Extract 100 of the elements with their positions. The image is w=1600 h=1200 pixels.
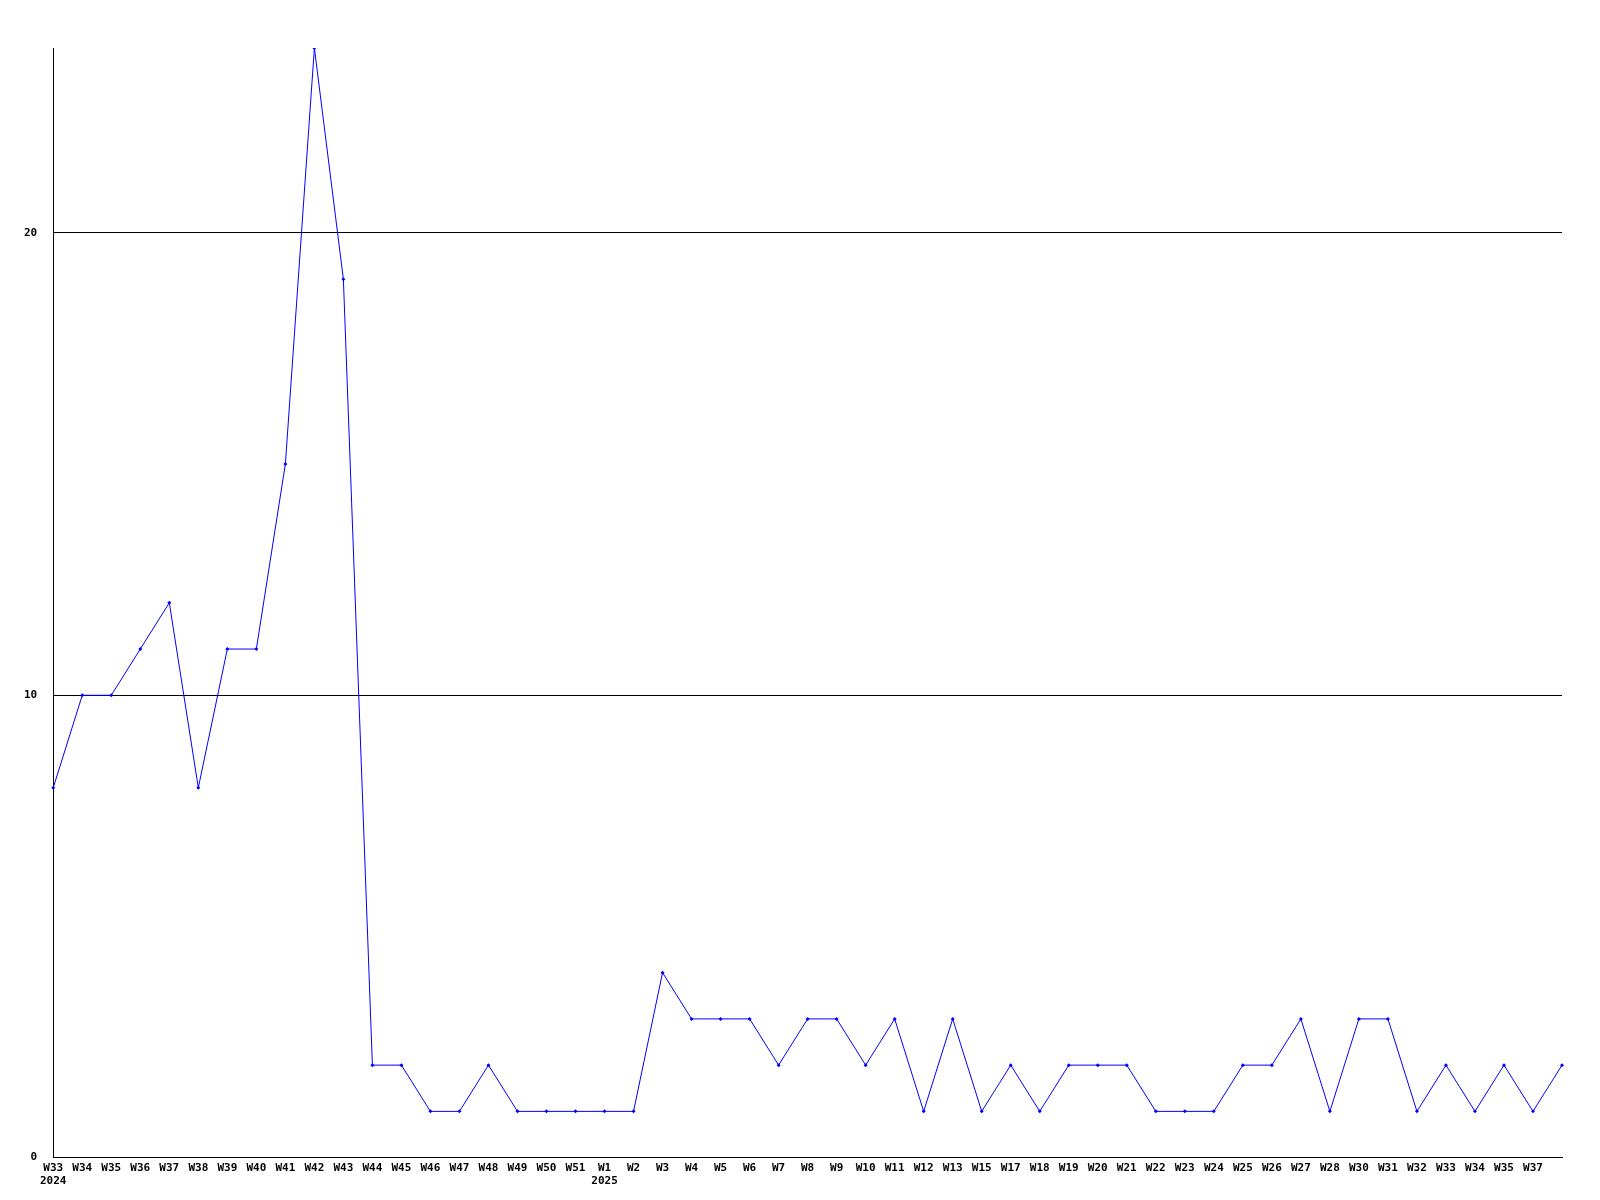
x-tick-label: W36 [130,1161,151,1175]
x-tick-label: W23 [1174,1161,1195,1175]
x-tick-label: W34 [72,1161,93,1175]
point [1182,1109,1187,1114]
point [399,1063,404,1068]
point [979,1109,984,1114]
point [1124,1063,1129,1068]
x-tick-label: W51 [565,1161,586,1175]
point [1153,1109,1158,1114]
x-tick-label: W6 [742,1161,757,1175]
point [370,1063,375,1068]
point [805,1016,810,1021]
x-tick-label: W12 [913,1161,934,1175]
point [1414,1109,1419,1114]
x-tick-label: W2 [626,1161,641,1175]
point [1066,1063,1071,1068]
x-tick-label: W18 [1029,1161,1050,1175]
x-tick-label: W8 [801,1161,815,1175]
point [80,693,85,698]
x-tick-label: W39 [217,1161,238,1175]
x-tick-label: W33 2024 [40,1161,67,1188]
point [225,647,230,652]
x-tick-label: W7 [771,1161,786,1175]
point [1472,1109,1477,1114]
y-tick-label: 0 [30,1150,38,1164]
point [254,647,259,652]
point [718,1016,723,1021]
x-tick-label: W24 [1203,1161,1225,1175]
point [1530,1109,1535,1114]
point [457,1109,462,1114]
x-tick-label: W37 [1523,1161,1543,1175]
point [689,1016,694,1021]
point [544,1109,549,1114]
x-tick-label: W25 [1232,1161,1253,1175]
point [602,1109,607,1114]
point [283,462,288,467]
x-tick-label: W41 [275,1161,296,1175]
x-tick-label: W34 [1465,1161,1486,1175]
point [747,1016,752,1021]
x-tick-label: W11 [884,1161,905,1175]
x-tick-label: W22 [1145,1161,1166,1175]
point [631,1109,636,1114]
point [341,277,346,282]
x-tick-label: W27 [1290,1161,1311,1175]
point [138,647,143,652]
x-tick-label: W40 [246,1161,267,1175]
x-tick-label: W38 [188,1161,209,1175]
x-tick-label: W13 [942,1161,963,1175]
x-tick-label: W44 [362,1161,383,1175]
point [1356,1016,1361,1021]
x-tick-label: W49 [507,1161,528,1175]
point [51,785,56,790]
point [1560,1063,1564,1068]
point [950,1016,955,1021]
point [1443,1063,1448,1068]
x-tick-label: W37 [159,1161,180,1175]
x-tick-label: W21 [1116,1161,1138,1175]
x-tick-label: W45 [391,1161,412,1175]
x-tick-label: W19 [1058,1161,1079,1175]
point [776,1063,781,1068]
x-tick-label: W15 [971,1161,992,1175]
x-tick-label: W35 [101,1161,122,1175]
point [863,1063,868,1068]
x-tick-label: W10 [855,1161,876,1175]
point [1211,1109,1216,1114]
point [1501,1063,1506,1068]
point [1269,1063,1274,1068]
point [660,970,665,975]
x-tick-label: W31 [1377,1161,1399,1175]
point [1095,1063,1100,1068]
x-tick-label: W32 [1406,1161,1427,1175]
x-tick-label: W4 [684,1161,699,1175]
y-tick-label: 10 [24,688,38,702]
y-tick-label: 20 [24,225,38,239]
x-tick-label: W47 [449,1161,470,1175]
x-tick-label: W20 [1087,1161,1108,1175]
x-tick-label: W30 [1348,1161,1369,1175]
point [892,1016,897,1021]
point [167,600,172,605]
point [1327,1109,1332,1114]
x-tick-label: W35 [1494,1161,1514,1175]
point [196,785,201,790]
x-tick-label: W48 [478,1161,499,1175]
point [486,1063,491,1068]
point [573,1109,578,1114]
point [515,1109,520,1114]
point [921,1109,926,1114]
point [109,693,114,698]
x-tick-label: W28 [1319,1161,1340,1175]
x-tick-label: W5 [713,1161,728,1175]
x-tick-label: W33 [1436,1161,1456,1175]
x-tick-label: W9 [830,1161,844,1175]
point [1037,1109,1042,1114]
x-tick-label: W46 [420,1161,441,1175]
x-tick-label: W17 [1000,1161,1021,1175]
point [1240,1063,1245,1068]
point [834,1016,839,1021]
x-tick-label: W50 [536,1161,557,1175]
point [1298,1016,1303,1021]
x-tick-label: W1 2025 [591,1161,618,1188]
